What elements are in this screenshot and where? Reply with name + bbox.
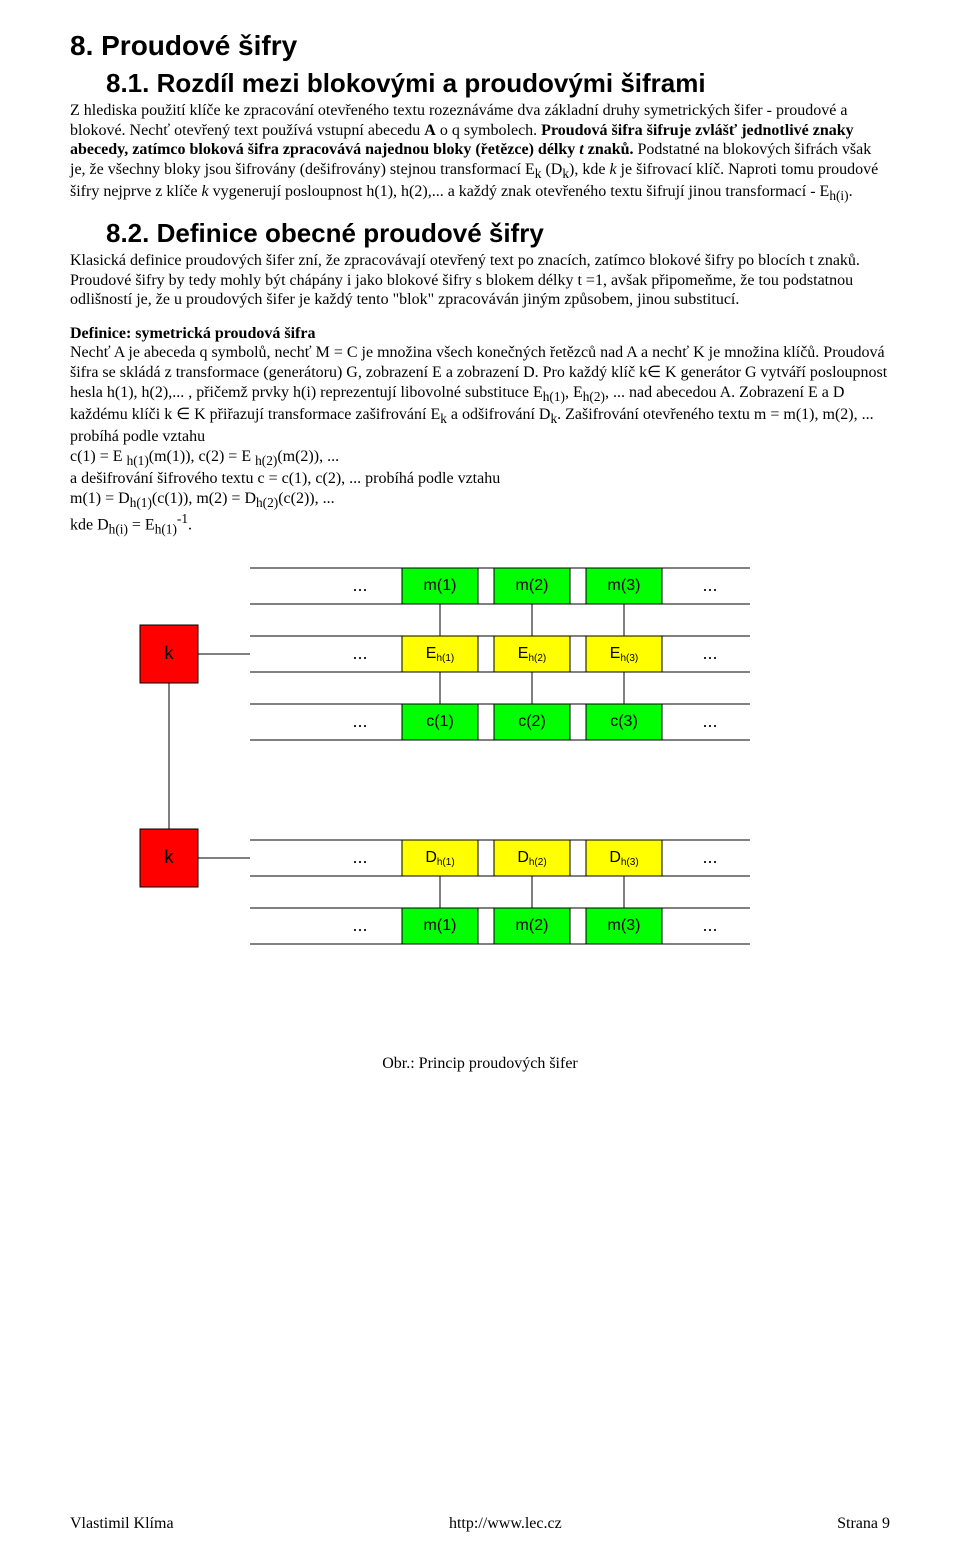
text: m(1) = D	[70, 490, 130, 507]
svg-text:...: ...	[352, 575, 367, 595]
svg-text:...: ...	[702, 915, 717, 935]
subscript: h(2)	[255, 453, 277, 468]
subscript: k	[562, 166, 569, 181]
subscript: h(1)	[155, 522, 177, 537]
cipher-diagram: ...m(1)m(2)m(3)......Eh(1)Eh(2)Eh(3)....…	[70, 548, 830, 1048]
svg-text:m(3): m(3)	[608, 917, 641, 934]
definition-body-2: a dešifrování šifrového textu c = c(1), …	[70, 469, 890, 489]
text: .	[188, 517, 192, 534]
equation-m: m(1) = Dh(1)(c(1)), m(2) = Dh(2)(c(2)), …	[70, 489, 890, 511]
svg-text:m(3): m(3)	[608, 577, 641, 594]
subscript: k	[440, 411, 447, 426]
footer-page: Strana 9	[837, 1515, 890, 1533]
text: c(1) = E	[70, 448, 127, 465]
svg-text:...: ...	[702, 711, 717, 731]
definition-body: Nechť A je abeceda q symbolů, nechť M = …	[70, 343, 890, 446]
svg-text:...: ...	[702, 847, 717, 867]
text: znaků.	[584, 141, 634, 158]
text: a odšifrování D	[447, 406, 551, 423]
subscript: h(1)	[543, 389, 565, 404]
footer-author: Vlastimil Klíma	[70, 1515, 174, 1533]
subscript: h(1)	[127, 453, 149, 468]
equation-inverse: kde Dh(i) = Eh(1)-1.	[70, 511, 890, 538]
subscript: h(i)	[109, 522, 128, 537]
svg-text:...: ...	[702, 643, 717, 663]
text: (c(1)), m(2) = D	[152, 490, 256, 507]
text: k	[609, 161, 616, 178]
svg-text:m(1): m(1)	[424, 577, 457, 594]
text: (c(2)), ...	[278, 490, 334, 507]
subscript: h(2)	[583, 389, 605, 404]
text: vygenerují posloupnost h(1), h(2),... a …	[209, 183, 830, 200]
svg-text:c(1): c(1)	[426, 713, 454, 730]
svg-text:...: ...	[352, 643, 367, 663]
svg-text:c(3): c(3)	[610, 713, 638, 730]
footer-url: http://www.lec.cz	[449, 1515, 562, 1533]
svg-text:m(2): m(2)	[516, 917, 549, 934]
text: k	[202, 183, 209, 200]
heading-1: 8. Proudové šifry	[70, 30, 890, 62]
subscript: h(1)	[130, 495, 152, 510]
text: .	[849, 183, 853, 200]
heading-82: 8.2. Definice obecné proudové šifry	[106, 218, 890, 249]
page: 8. Proudové šifry 8.1. Rozdíl mezi bloko…	[0, 0, 960, 1551]
svg-text:...: ...	[352, 847, 367, 867]
text: A	[424, 122, 436, 139]
svg-text:...: ...	[702, 575, 717, 595]
paragraph-81: Z hlediska použití klíče ke zpracování o…	[70, 101, 890, 204]
superscript: -1	[177, 511, 188, 526]
svg-text:k: k	[165, 847, 175, 867]
text: ), kde	[569, 161, 609, 178]
svg-text:c(2): c(2)	[518, 713, 546, 730]
svg-text:...: ...	[352, 711, 367, 731]
text: , E	[565, 384, 583, 401]
text: (D	[541, 161, 562, 178]
subscript: h(i)	[829, 188, 848, 203]
text: (m(1)), c(2) = E	[149, 448, 255, 465]
page-footer: Vlastimil Klíma http://www.lec.cz Strana…	[70, 1515, 890, 1533]
equation-c: c(1) = E h(1)(m(1)), c(2) = E h(2)(m(2))…	[70, 447, 890, 469]
text: = E	[128, 517, 155, 534]
subscript: h(2)	[256, 495, 278, 510]
diagram-container: ...m(1)m(2)m(3)......Eh(1)Eh(2)Eh(3)....…	[70, 548, 890, 1048]
svg-text:k: k	[165, 643, 175, 663]
diagram-caption: Obr.: Princip proudových šifer	[70, 1054, 890, 1074]
svg-text:...: ...	[352, 915, 367, 935]
heading-81: 8.1. Rozdíl mezi blokovými a proudovými …	[106, 68, 890, 99]
svg-text:m(2): m(2)	[516, 577, 549, 594]
text: o q symbolech.	[436, 122, 541, 139]
text: kde D	[70, 517, 109, 534]
text: (m(2)), ...	[277, 448, 339, 465]
svg-text:m(1): m(1)	[424, 917, 457, 934]
definition-title: Definice: symetrická proudová šifra	[70, 324, 890, 344]
paragraph-82-intro: Klasická definice proudových šifer zní, …	[70, 251, 890, 310]
